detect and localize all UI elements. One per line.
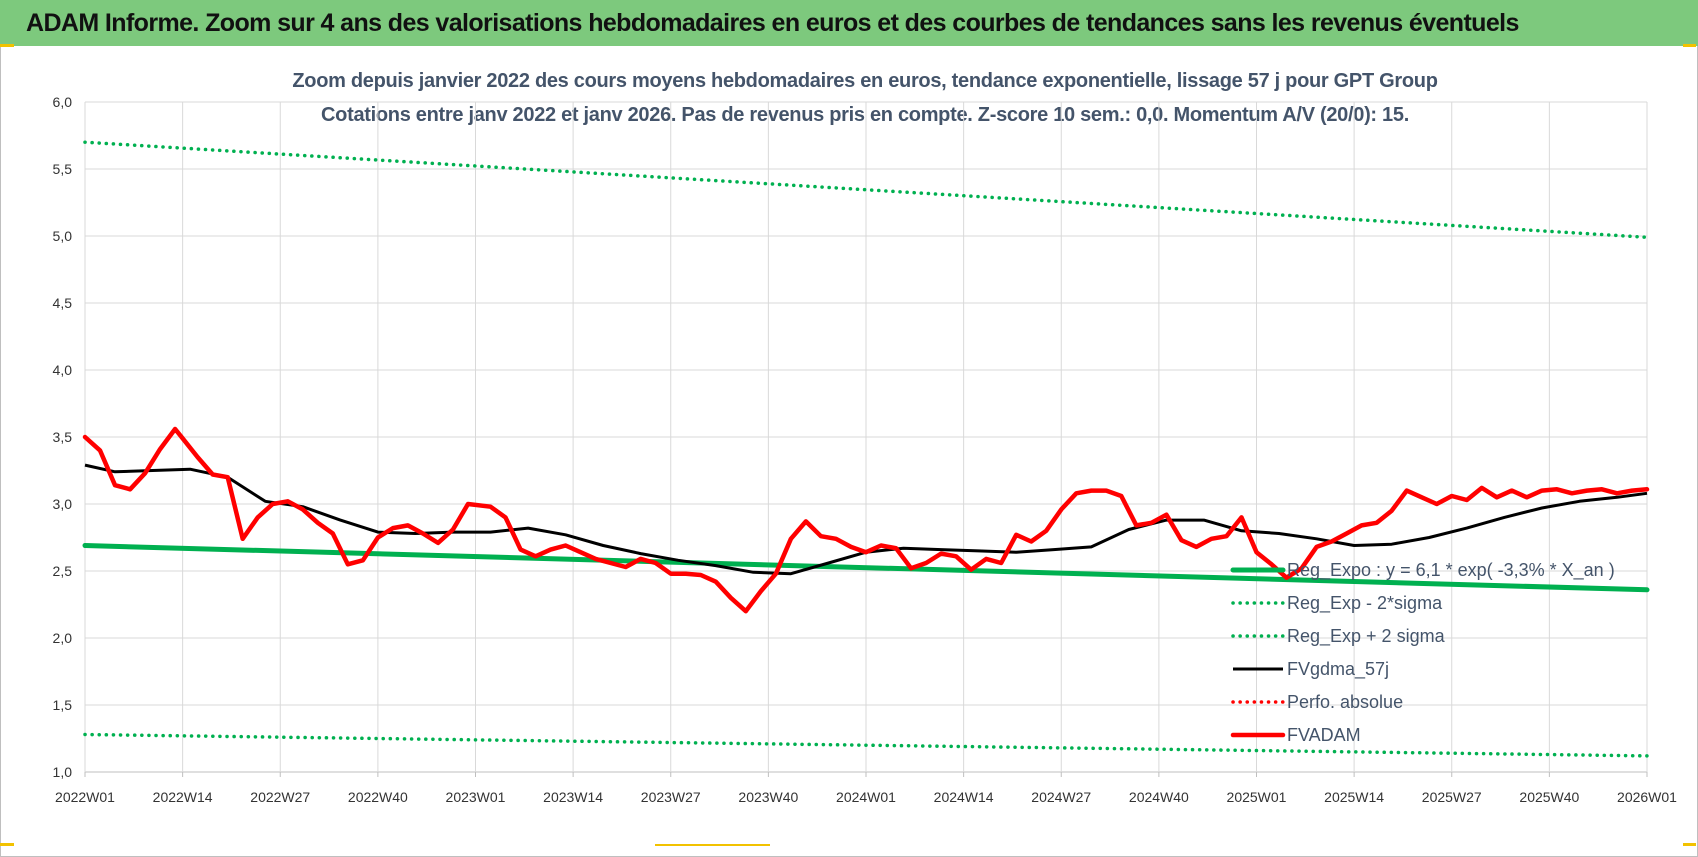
legend-entry: Reg_Expo : y = 6,1 * exp( -3,3% * X_an ) [1287, 560, 1615, 581]
x-tick-label: 2025W40 [1519, 789, 1579, 805]
x-tick-label: 2024W27 [1031, 789, 1091, 805]
series-lines [82, 140, 1650, 758]
series-line-1 [83, 732, 1649, 758]
x-tick-label: 2024W14 [934, 789, 994, 805]
x-tick-label: 2023W40 [738, 789, 798, 805]
accent-bar-bottom-left [0, 843, 14, 846]
accent-bar-bottom-right [1683, 843, 1696, 846]
y-tick-label: 4,0 [53, 362, 73, 378]
legend-entry: Reg_Exp - 2*sigma [1287, 593, 1443, 614]
banner-title: ADAM Informe. Zoom sur 4 ans des valoris… [26, 9, 1519, 37]
x-tick-label: 2026W01 [1617, 789, 1677, 805]
y-tick-label: 2,5 [53, 563, 73, 579]
x-tick-label: 2023W14 [543, 789, 603, 805]
x-tick-label: 2023W01 [446, 789, 506, 805]
legend-entry: Reg_Exp + 2 sigma [1287, 626, 1446, 647]
y-tick-label: 2,0 [53, 630, 73, 646]
y-tick-label: 1,5 [53, 697, 73, 713]
chart-title: Zoom depuis janvier 2022 des cours moyen… [292, 70, 1438, 92]
x-tick-label: 2022W14 [153, 789, 213, 805]
x-axis: 2022W01 2022W14 2022W27 2022W40 2023W01 2023W… [55, 789, 1677, 805]
x-tick-label: 2022W27 [250, 789, 310, 805]
accent-bar-top-left [0, 44, 14, 47]
x-tick-label: 2023W27 [641, 789, 701, 805]
series-line-2 [83, 140, 1649, 240]
x-tick-label: 2022W40 [348, 789, 408, 805]
y-tick-label: 5,0 [53, 228, 73, 244]
y-tick-label: 5,5 [53, 161, 73, 177]
legend-entry: FVADAM [1287, 725, 1361, 745]
series-line-0 [82, 543, 1650, 593]
title-banner: ADAM Informe. Zoom sur 4 ans des valoris… [0, 0, 1698, 46]
series-line-5 [82, 426, 1650, 614]
legend-entry: Perfo. absolue [1287, 692, 1403, 712]
x-tick-label: 2025W14 [1324, 789, 1384, 805]
x-tick-label: 2024W01 [836, 789, 896, 805]
y-tick-label: 3,5 [53, 429, 73, 445]
y-tick-label: 4,5 [53, 295, 73, 311]
y-axis: 1,0 1,5 2,0 2,5 3,0 3,5 4,0 4,5 5,0 5,5 6,0 [53, 94, 73, 780]
y-tick-label: 6,0 [53, 94, 73, 110]
x-tick-label: 2024W40 [1129, 789, 1189, 805]
x-tick-label: 2025W01 [1227, 789, 1287, 805]
chart-subtitle: Cotations entre janv 2022 et janv 2026. … [321, 104, 1409, 126]
y-tick-label: 3,0 [53, 496, 73, 512]
legend-entry: FVgdma_57j [1287, 659, 1389, 680]
accent-bar-top-right [1683, 44, 1696, 47]
accent-bar-bottom-center [655, 844, 770, 846]
x-tick-label: 2022W01 [55, 789, 115, 805]
y-tick-label: 1,0 [53, 764, 73, 780]
grid-lines [84, 101, 1648, 777]
x-tick-label: 2025W27 [1422, 789, 1482, 805]
legend: Reg_Expo : y = 6,1 * exp( -3,3% * X_an )… [1230, 560, 1615, 745]
